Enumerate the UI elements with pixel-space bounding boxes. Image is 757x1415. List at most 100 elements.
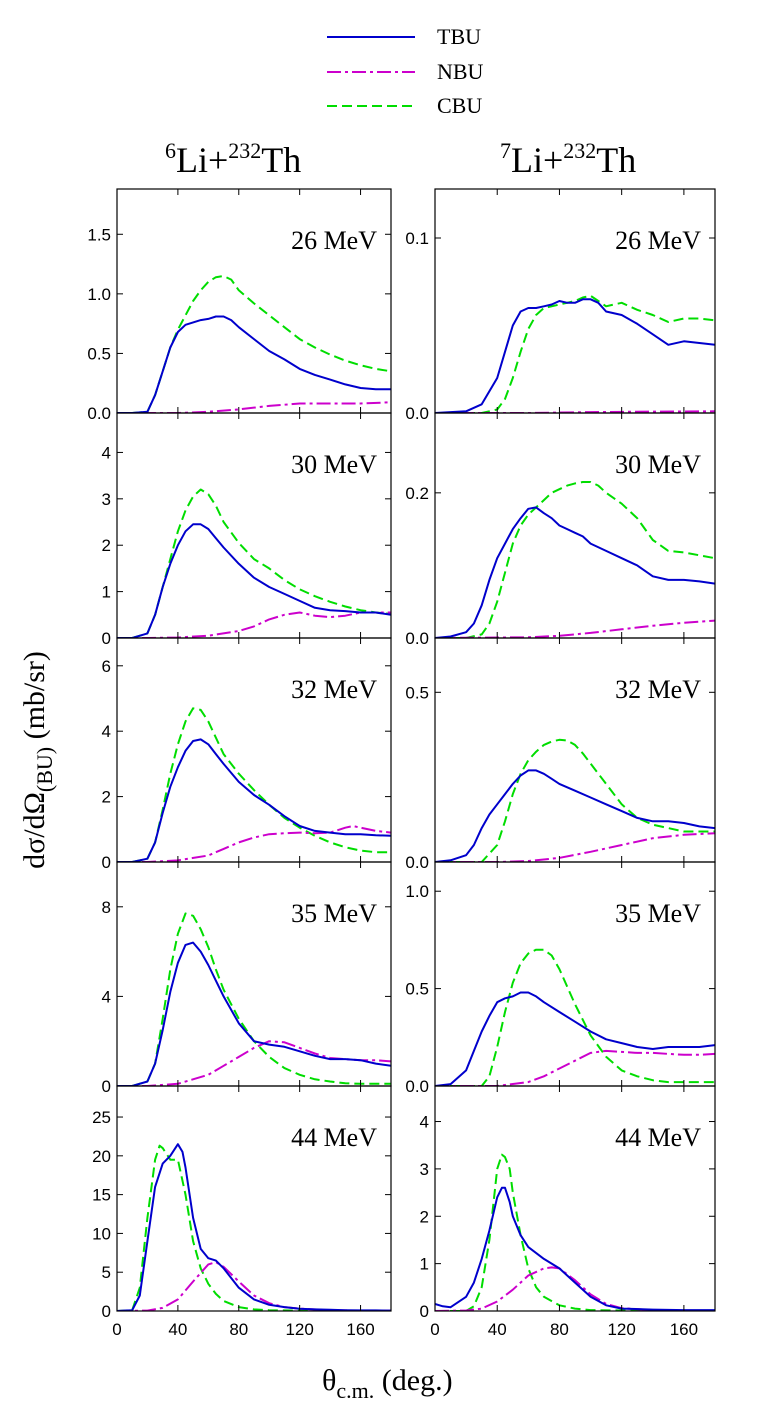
series-line-nbu [117, 401, 391, 413]
series-line-cbu [435, 948, 715, 1086]
y-tick-label: 0 [102, 629, 111, 648]
panel-7li-35-mev: 0.0 0.5 1.0 35 MeV [405, 861, 716, 1096]
y-tick-label: 20 [92, 1147, 111, 1166]
y-tick-label: 0.1 [405, 229, 429, 248]
series-line-nbu [117, 825, 391, 862]
y-tick-label: 1 [102, 583, 111, 602]
energy-label: 44 MeV [615, 1123, 701, 1152]
energy-label: 26 MeV [615, 226, 701, 255]
y-tick-label: 0.5 [87, 344, 111, 363]
col-left-target: Th [261, 140, 301, 180]
panel-6li-30-mev: 0 1 2 3 4 30 MeV [102, 412, 392, 648]
series-line-tbu [435, 298, 715, 413]
x-tick-label: 120 [285, 1320, 313, 1339]
y-tick-label: 6 [102, 657, 111, 676]
x-tick-label: 120 [607, 1320, 635, 1339]
y-tick-label: 0.5 [405, 980, 429, 999]
y-tick-label: 0 [102, 1077, 111, 1096]
y-tick-label: 1.0 [87, 285, 111, 304]
y-tick-label: 4 [102, 987, 111, 1006]
series-line-nbu [117, 1261, 391, 1311]
column-title-right: 7Li+232Th [500, 138, 636, 180]
energy-label: 35 MeV [291, 899, 377, 928]
energy-label: 26 MeV [291, 226, 377, 255]
series-line-nbu [435, 1049, 715, 1086]
y-tick-label: 0.0 [405, 1077, 429, 1096]
y-tick-label: 2 [420, 1207, 429, 1226]
col-left-projectile: Li+ [176, 140, 228, 180]
y-tick-label: 1.5 [87, 225, 111, 244]
series-line-cbu [117, 1144, 391, 1311]
y-tick-label: 4 [102, 722, 111, 741]
series-line-nbu [117, 1040, 391, 1086]
y-tick-label: 15 [92, 1186, 111, 1205]
panel-6li-35-mev: 0 4 8 35 MeV [102, 861, 392, 1096]
y-tick-label: 0.0 [87, 404, 111, 423]
panels: 0.0 0.5 1.0 1.5 26 MeV 0.0 0.1 26 MeV 0 1 2 3 4 30 Me… [87, 188, 716, 1339]
series-line-nbu [117, 611, 391, 638]
series-line-tbu [117, 315, 391, 413]
y-axis-title: dσ/dΩ(BU) (mb/sr) [18, 651, 57, 869]
series-line-cbu [117, 707, 391, 862]
energy-label: 44 MeV [291, 1123, 377, 1152]
y-tick-label: 3 [420, 1160, 429, 1179]
series-group [435, 481, 715, 638]
x-tick-label: 80 [550, 1320, 569, 1339]
x-tick-label: 80 [229, 1320, 248, 1339]
series-line-cbu [117, 912, 391, 1086]
series-line-cbu [117, 275, 391, 413]
series-line-tbu [435, 1186, 715, 1311]
y-tick-label: 0.5 [405, 683, 429, 702]
y-tick-label: 3 [102, 490, 111, 509]
series-line-tbu [117, 1143, 391, 1311]
panel-frame [116, 1085, 392, 1312]
series-line-tbu [117, 941, 391, 1086]
panel-6li-44-mev: 0 5 10 15 20 25 0 40 80 120 160 44 MeV [92, 1085, 392, 1339]
y-tick-label: 0.0 [405, 404, 429, 423]
series-line-tbu [435, 506, 715, 638]
y-tick-label: 0.2 [405, 484, 429, 503]
y-tick-label: 0 [420, 1302, 429, 1321]
series-group [435, 294, 715, 413]
col-left-target-mass: 232 [228, 138, 261, 163]
energy-label: 30 MeV [291, 450, 377, 479]
series-line-tbu [435, 769, 715, 862]
series-line-nbu [435, 410, 715, 413]
series-line-cbu [435, 294, 715, 413]
panel-frame [434, 1085, 716, 1312]
col-right-target: Th [596, 140, 636, 180]
y-axis-title-sub: (BU) [32, 747, 57, 792]
y-tick-label: 2 [102, 536, 111, 555]
y-tick-label: 2 [102, 788, 111, 807]
series-group [435, 1153, 715, 1311]
y-tick-label: 1 [420, 1255, 429, 1274]
panel-7li-26-mev: 0.0 0.1 26 MeV [405, 188, 716, 423]
y-tick-label: 4 [102, 443, 111, 462]
legend-label-nbu: NBU [437, 59, 484, 84]
column-title-left: 6Li+232Th [165, 138, 301, 180]
legend: TBU NBU CBU [327, 24, 484, 118]
series-group [435, 948, 715, 1086]
panel-6li-32-mev: 0 2 4 6 32 MeV [102, 637, 392, 872]
x-tick-label: 0 [430, 1320, 439, 1339]
series-line-tbu [435, 991, 715, 1086]
y-axis-title-suffix: (mb/sr) [18, 651, 51, 747]
panel-7li-32-mev: 0.0 0.5 32 MeV [405, 637, 716, 872]
x-axis-title: θc.m. (deg.) [322, 1364, 453, 1403]
series-group [435, 738, 715, 862]
series-group [117, 488, 391, 638]
series-group [117, 275, 391, 413]
energy-label: 35 MeV [615, 899, 701, 928]
y-tick-label: 1.0 [405, 882, 429, 901]
col-right-projectile: Li+ [511, 140, 563, 180]
y-tick-label: 0.0 [405, 853, 429, 872]
panel-7li-30-mev: 0.0 0.2 30 MeV [405, 412, 716, 648]
col-left-mass: 6 [165, 138, 176, 163]
col-right-mass: 7 [500, 138, 511, 163]
y-tick-label: 0 [102, 1302, 111, 1321]
series-line-cbu [435, 481, 715, 638]
energy-label: 32 MeV [291, 675, 377, 704]
x-tick-label: 160 [670, 1320, 698, 1339]
y-tick-label: 8 [102, 898, 111, 917]
panel-frame [434, 861, 716, 1087]
